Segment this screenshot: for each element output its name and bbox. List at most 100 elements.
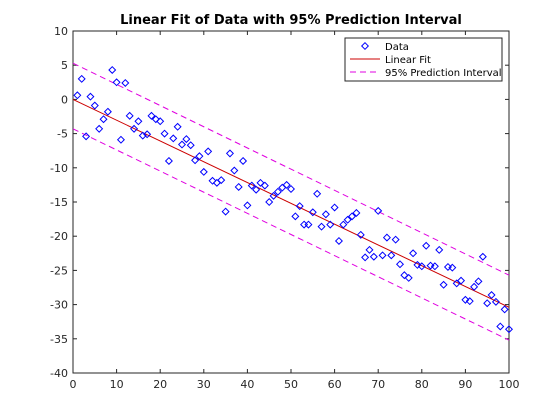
- data-point: [225, 149, 234, 158]
- data-point: [387, 251, 396, 260]
- data-point: [491, 297, 500, 306]
- x-tick-label: 80: [415, 378, 429, 391]
- y-tick-label: -25: [50, 264, 68, 277]
- data-point: [457, 276, 466, 285]
- x-tick-label: 60: [328, 378, 342, 391]
- data-point: [130, 124, 139, 133]
- data-point: [334, 236, 343, 245]
- data-point: [391, 235, 400, 244]
- data-point: [352, 208, 361, 217]
- data-point: [108, 65, 117, 74]
- data-point: [483, 299, 492, 308]
- data-point: [121, 78, 130, 87]
- data-point: [474, 277, 483, 286]
- data-point: [326, 220, 335, 229]
- data-point: [365, 245, 374, 254]
- data-point: [404, 273, 413, 282]
- data-point: [504, 325, 514, 334]
- data-point: [356, 230, 365, 239]
- data-point: [116, 135, 125, 144]
- data-point: [239, 156, 248, 165]
- plot-background: [73, 31, 509, 373]
- data-point: [321, 210, 330, 219]
- data-point: [439, 280, 448, 289]
- data-point: [217, 176, 226, 185]
- x-tick-label: 30: [197, 378, 211, 391]
- plot-area: [72, 62, 514, 341]
- data-point: [417, 262, 426, 271]
- data-point: [304, 220, 313, 229]
- data-point: [487, 291, 496, 300]
- data-point: [243, 201, 252, 210]
- x-tick-label: 10: [110, 378, 124, 391]
- data-point: [374, 206, 383, 215]
- data-point: [269, 191, 278, 200]
- axes-box: [72, 30, 510, 374]
- data-point: [147, 111, 156, 120]
- data-point: [382, 233, 391, 242]
- data-point: [95, 124, 104, 133]
- x-tick-label: 100: [499, 378, 520, 391]
- data-point: [169, 134, 178, 143]
- y-tick-label: 5: [61, 59, 68, 72]
- data-point: [435, 245, 444, 254]
- data-point: [330, 203, 339, 212]
- data-point: [448, 263, 457, 272]
- legend-data-marker: [360, 41, 370, 51]
- linear-fit-line: [72, 98, 510, 308]
- data-point: [160, 129, 169, 138]
- data-point: [470, 282, 479, 291]
- data-point: [234, 182, 243, 191]
- data-point: [173, 122, 182, 131]
- data-point: [138, 131, 147, 140]
- x-tick-label: 0: [70, 378, 77, 391]
- data-point: [256, 178, 265, 187]
- data-point: [369, 252, 378, 261]
- data-point: [339, 220, 348, 229]
- y-tick-label: -15: [50, 196, 68, 209]
- y-tick-label: 0: [61, 93, 68, 106]
- y-tick-label: -35: [50, 333, 68, 346]
- y-tick-label: -20: [50, 230, 68, 243]
- data-point: [204, 147, 213, 156]
- legend: Data Linear Fit 95% Prediction Interval: [344, 37, 503, 82]
- data-point: [103, 107, 112, 116]
- data-point: [156, 117, 165, 126]
- y-tick-label: -5: [57, 128, 68, 141]
- prediction-lower-line: [72, 128, 510, 341]
- data-point: [500, 305, 509, 314]
- legend-label: Data: [385, 42, 409, 53]
- data-point: [291, 212, 300, 221]
- data-point: [112, 78, 121, 87]
- data-point: [134, 117, 143, 126]
- data-point: [90, 101, 99, 110]
- chart-title: Linear Fit of Data with 95% Prediction I…: [120, 13, 462, 28]
- data-point: [313, 189, 322, 198]
- data-point: [400, 271, 409, 280]
- x-tick-label: 90: [458, 378, 472, 391]
- data-point: [430, 262, 439, 271]
- data-point: [230, 166, 239, 175]
- data-point: [461, 295, 470, 304]
- data-point: [265, 197, 274, 207]
- x-tick-label: 70: [371, 378, 385, 391]
- y-tick-label: -10: [50, 162, 68, 175]
- x-tick-label: 40: [240, 378, 254, 391]
- data-point: [247, 181, 256, 190]
- prediction-upper-line: [72, 62, 510, 276]
- data-point: [186, 141, 195, 150]
- y-tick-label: 10: [54, 25, 68, 38]
- data-point: [143, 130, 152, 139]
- data-point: [73, 91, 82, 100]
- x-tick-label: 50: [284, 378, 298, 391]
- data-point: [378, 251, 387, 260]
- data-point: [164, 156, 173, 165]
- data-point: [286, 184, 296, 194]
- data-point: [82, 132, 91, 141]
- data-point: [77, 74, 86, 83]
- y-tick-label: -40: [50, 367, 68, 380]
- data-point: [199, 167, 208, 176]
- y-tick-label: -30: [50, 299, 68, 312]
